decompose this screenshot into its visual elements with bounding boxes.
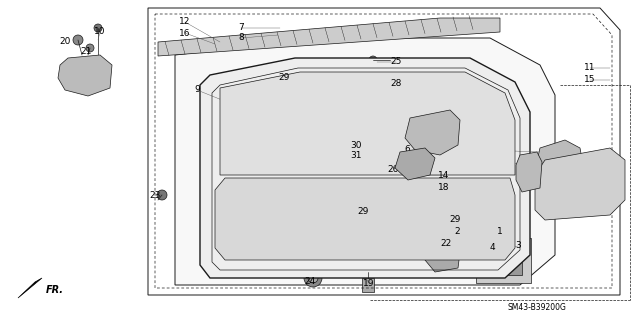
Text: 7: 7 <box>238 24 244 33</box>
Polygon shape <box>200 58 530 278</box>
Text: FR.: FR. <box>46 285 64 295</box>
Polygon shape <box>18 278 42 298</box>
Text: 29: 29 <box>278 72 290 81</box>
Polygon shape <box>220 72 515 175</box>
Bar <box>72 63 100 83</box>
Text: 24: 24 <box>305 277 316 286</box>
Circle shape <box>86 44 94 52</box>
Bar <box>480 242 502 277</box>
Circle shape <box>94 24 102 32</box>
Polygon shape <box>158 18 500 56</box>
Circle shape <box>73 35 83 45</box>
Circle shape <box>398 258 402 262</box>
Text: 5: 5 <box>414 123 420 132</box>
Text: 28: 28 <box>390 79 402 88</box>
Text: 4: 4 <box>489 243 495 253</box>
Bar <box>504 245 522 275</box>
Text: 8: 8 <box>238 33 244 42</box>
Bar <box>237 90 282 122</box>
Text: 26: 26 <box>387 166 399 174</box>
Circle shape <box>430 222 442 234</box>
Circle shape <box>308 273 318 283</box>
Circle shape <box>368 266 372 270</box>
Text: 17: 17 <box>575 170 587 180</box>
Text: 19: 19 <box>364 278 375 287</box>
Circle shape <box>433 143 443 153</box>
Polygon shape <box>535 140 585 195</box>
Bar <box>222 145 277 173</box>
Text: 11: 11 <box>584 63 596 72</box>
Circle shape <box>369 56 377 64</box>
Text: 14: 14 <box>438 170 450 180</box>
Text: 20: 20 <box>60 38 70 47</box>
Text: 16: 16 <box>179 28 191 38</box>
Polygon shape <box>395 148 435 180</box>
Bar <box>372 80 380 90</box>
Circle shape <box>304 269 322 287</box>
Bar <box>362 278 374 292</box>
Text: 3: 3 <box>515 241 521 250</box>
Circle shape <box>368 258 372 262</box>
Circle shape <box>398 266 402 270</box>
Polygon shape <box>535 148 625 220</box>
Circle shape <box>157 190 167 200</box>
Text: 12: 12 <box>179 18 191 26</box>
Text: 9: 9 <box>194 85 200 94</box>
Circle shape <box>268 102 276 110</box>
Text: 13: 13 <box>575 159 587 167</box>
Circle shape <box>383 266 387 270</box>
Text: 23: 23 <box>149 190 161 199</box>
Polygon shape <box>175 38 555 285</box>
Text: 25: 25 <box>390 57 402 66</box>
Text: 29: 29 <box>449 216 461 225</box>
Polygon shape <box>425 242 460 272</box>
Text: 1: 1 <box>497 227 503 236</box>
Text: 30: 30 <box>350 140 362 150</box>
Text: 31: 31 <box>350 152 362 160</box>
Text: 27: 27 <box>95 75 107 84</box>
Bar <box>418 122 440 140</box>
Bar <box>240 93 260 107</box>
Circle shape <box>383 258 387 262</box>
Text: 10: 10 <box>94 27 106 36</box>
Text: 21: 21 <box>80 47 92 56</box>
Text: 18: 18 <box>438 182 450 191</box>
Text: 15: 15 <box>584 76 596 85</box>
Bar <box>476 238 531 283</box>
Text: 6: 6 <box>404 145 410 154</box>
Text: 2: 2 <box>454 227 460 236</box>
Bar <box>425 168 450 186</box>
Polygon shape <box>58 55 112 96</box>
Text: SM43-B39200G: SM43-B39200G <box>508 303 566 313</box>
Text: 29: 29 <box>357 207 369 217</box>
Polygon shape <box>405 110 460 155</box>
Text: 22: 22 <box>440 240 452 249</box>
Polygon shape <box>516 152 542 192</box>
Circle shape <box>550 160 566 176</box>
Polygon shape <box>215 178 515 260</box>
